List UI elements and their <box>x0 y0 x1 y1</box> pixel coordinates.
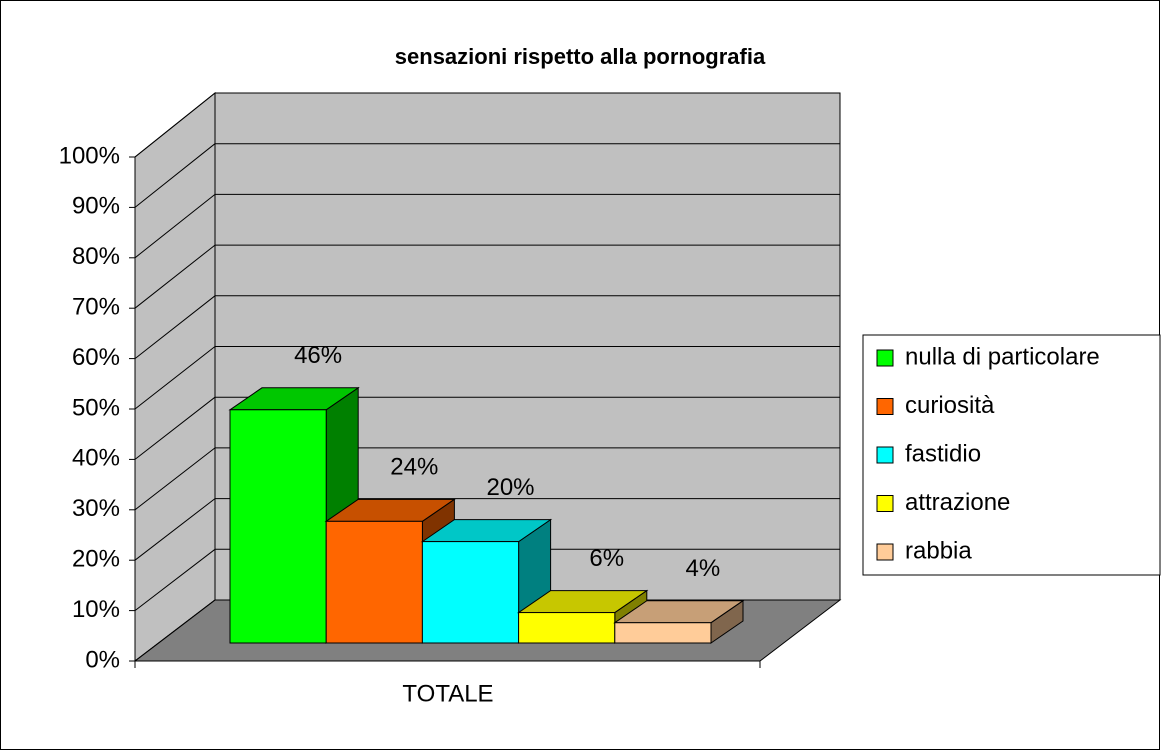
legend-swatch <box>876 446 894 464</box>
legend <box>862 334 1161 576</box>
legend-label: fastidio <box>905 440 981 467</box>
grid-line <box>134 396 216 460</box>
grid-line <box>134 194 216 259</box>
y-tick-label: 50% <box>72 394 120 421</box>
side-wall <box>134 91 216 663</box>
y-tick-label: 80% <box>72 243 120 270</box>
y-tick-label: 90% <box>72 193 120 220</box>
grid-line <box>134 346 216 410</box>
y-tick-label: 70% <box>72 294 120 321</box>
y-tick-label: 40% <box>72 445 120 472</box>
grid-line <box>134 92 216 158</box>
y-tick-label: 10% <box>72 596 120 623</box>
y-tick-label: 100% <box>59 142 120 169</box>
grid-line <box>134 244 216 309</box>
chart-title: sensazioni rispetto alla pornografia <box>395 44 766 69</box>
legend-label: attrazione <box>905 489 1010 516</box>
y-tick-label: 60% <box>72 344 120 371</box>
y-tick-label: 20% <box>72 546 120 573</box>
data-label: 6% <box>589 545 624 572</box>
grid-line <box>134 498 216 561</box>
legend-label: rabbia <box>905 537 972 564</box>
legend-swatch <box>876 495 894 512</box>
bar <box>614 622 712 644</box>
data-label: 46% <box>294 342 342 369</box>
data-label: 4% <box>686 555 721 582</box>
bar <box>421 541 520 644</box>
bar <box>325 520 423 644</box>
x-tick-label: TOTALE <box>402 680 493 707</box>
legend-swatch <box>876 398 894 415</box>
grid-line <box>134 295 216 359</box>
grid-line <box>134 447 216 511</box>
grid-line <box>134 599 216 662</box>
bar <box>229 409 327 644</box>
y-tick-label: 0% <box>85 646 120 673</box>
bar <box>518 612 616 644</box>
legend-swatch <box>876 543 894 561</box>
grid-line <box>134 143 216 208</box>
legend-label: curiosità <box>905 392 995 419</box>
data-label: 20% <box>486 474 534 501</box>
grid-line <box>134 548 216 611</box>
legend-swatch <box>876 349 894 367</box>
y-tick-label: 30% <box>72 495 120 522</box>
data-label: 24% <box>390 454 438 481</box>
legend-label: nulla di particolare <box>905 343 1100 370</box>
